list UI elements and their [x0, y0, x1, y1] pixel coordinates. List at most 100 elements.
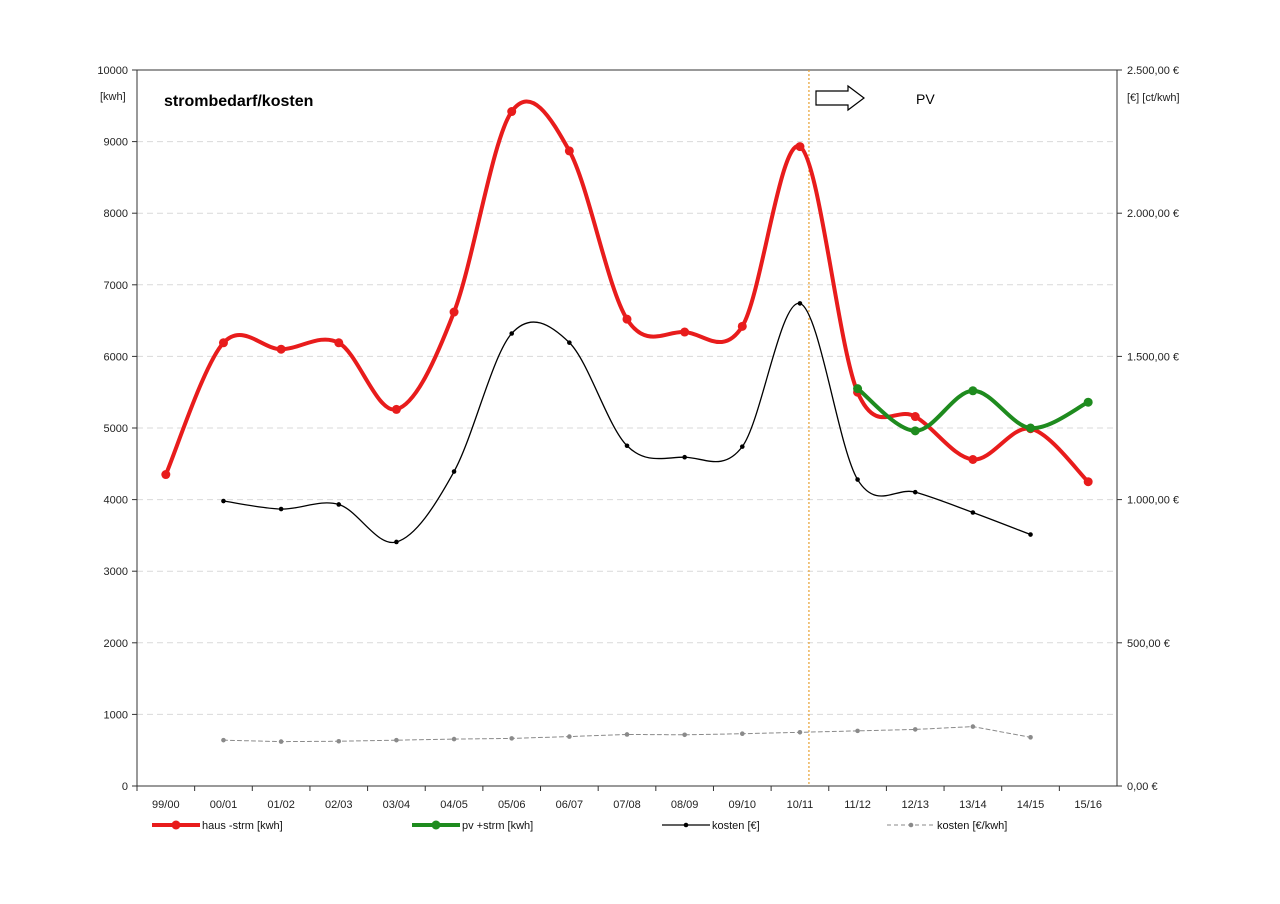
data-point: [276, 344, 286, 354]
y-right-tick-label: 500,00 €: [1127, 638, 1170, 650]
data-point: [910, 412, 920, 422]
gridlines: [137, 141, 1117, 715]
legend: haus -strm [kwh] pv +strm [kwh] kosten [€]…: [152, 820, 1007, 832]
pv-annotation: PV: [916, 91, 935, 107]
y-left-tick-label: 7000: [104, 280, 128, 292]
x-tick-label: 13/14: [959, 799, 987, 811]
data-point: [797, 301, 803, 306]
data-point: [624, 732, 630, 737]
data-point: [391, 404, 401, 414]
data-point: [567, 734, 572, 739]
series-2: [221, 301, 1033, 545]
data-point: [737, 321, 747, 331]
legend-swatch-point: [908, 822, 914, 828]
y-right-tick-label: 1.000,00 €: [1127, 495, 1179, 507]
y-left-tick-label: 8000: [104, 208, 128, 220]
y-right-tick-label: 0,00 €: [1127, 781, 1158, 793]
y-left-tick-label: 3000: [104, 566, 128, 578]
data-point: [970, 510, 976, 515]
legend-swatch-point: [683, 822, 689, 828]
legend-label: haus -strm [kwh]: [202, 820, 283, 832]
y-left-tick-label: 10000: [97, 65, 128, 77]
x-tick-label: 02/03: [325, 799, 353, 811]
chart-title: strombedarf/kosten: [164, 93, 313, 110]
x-tick-label: 15/16: [1074, 799, 1102, 811]
y-left-tick-label: 6000: [104, 351, 128, 363]
legend-item: kosten [€]: [662, 820, 760, 832]
y-left-tick-label: 1000: [104, 709, 128, 721]
data-point: [797, 730, 803, 735]
data-point: [912, 489, 918, 495]
data-point: [680, 327, 690, 337]
y-right-tick-label: 2.500,00 €: [1127, 65, 1179, 77]
data-point: [970, 724, 976, 729]
data-point: [507, 107, 517, 117]
data-point: [1028, 532, 1033, 537]
legend-swatch-point: [431, 820, 441, 830]
legend-label: pv +strm [kwh]: [462, 820, 533, 832]
x-tick-label: 05/06: [498, 799, 526, 811]
data-point: [853, 384, 863, 394]
y-left-tick-label: 2000: [104, 638, 128, 650]
data-point: [509, 331, 515, 336]
data-point: [567, 340, 572, 345]
data-point: [336, 738, 342, 744]
y-left-tick-label: 4000: [104, 495, 128, 507]
y-right-tick-label: 1.500,00 €: [1127, 351, 1179, 363]
x-tick-label: 10/11: [787, 799, 814, 811]
data-point: [449, 307, 459, 317]
series-line: [222, 726, 1032, 743]
data-point: [682, 454, 687, 460]
y-left-unit-label: [kwh]: [100, 91, 126, 103]
data-point: [1083, 397, 1093, 407]
legend-label: kosten [€]: [712, 820, 760, 832]
x-tick-label: 08/09: [671, 799, 699, 811]
y-left-tick-label: 5000: [104, 423, 128, 435]
y-left-tick-label: 9000: [104, 137, 128, 149]
data-point: [912, 727, 918, 732]
data-point: [336, 502, 342, 507]
data-point: [622, 314, 632, 324]
data-point: [334, 338, 344, 348]
data-point: [1083, 477, 1093, 487]
x-tick-label: 14/15: [1017, 799, 1045, 811]
data-point: [795, 142, 805, 152]
data-point: [451, 736, 457, 742]
data-point: [1026, 423, 1036, 433]
x-tick-label: 07/08: [613, 799, 641, 811]
data-point: [855, 477, 860, 482]
x-tick-label: 99/00: [152, 799, 180, 811]
data-point: [221, 737, 226, 743]
legend-item: kosten [€/kwh]: [887, 820, 1007, 832]
data-point: [278, 506, 284, 512]
data-point: [624, 443, 630, 449]
data-point: [394, 539, 399, 545]
x-tick-label: 03/04: [383, 799, 411, 811]
data-point: [968, 386, 978, 396]
data-point: [161, 470, 171, 480]
series-line: [222, 302, 1032, 544]
series: [161, 99, 1093, 744]
data-point: [394, 737, 399, 743]
y-right-tick-label: 2.000,00 €: [1127, 208, 1179, 220]
series-1: [853, 384, 1093, 436]
data-point: [682, 732, 687, 738]
data-point: [221, 498, 226, 504]
y-left-tick-label: 0: [122, 781, 128, 793]
data-point: [218, 338, 228, 348]
x-tick-label: 04/05: [440, 799, 468, 811]
data-point: [278, 739, 284, 744]
legend-item: haus -strm [kwh]: [152, 820, 283, 832]
x-tick-label: 09/10: [729, 799, 757, 811]
data-point: [509, 736, 515, 741]
pv-arrow-icon: [815, 84, 865, 112]
data-point: [1028, 735, 1033, 740]
series-line: [163, 99, 1091, 484]
axes: 0 1000 2000 3000 4000 5000 6000 7000 8000 9000 100…: [97, 65, 1179, 811]
y-right-unit-label: [€] [ct/kwh]: [1127, 92, 1180, 104]
x-tick-label: 12/13: [901, 799, 929, 811]
legend-swatch-point: [171, 820, 181, 830]
x-tick-label: 06/07: [556, 799, 584, 811]
data-point: [910, 426, 920, 436]
